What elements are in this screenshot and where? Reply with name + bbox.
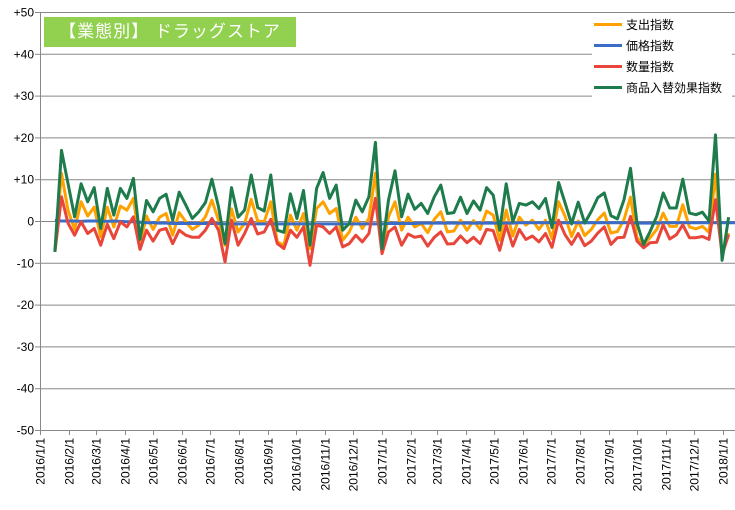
x-axis: 2016/1/1 2016/2/1 2016/3/1 2016/4/1 2016/5/1…	[34, 430, 731, 491]
y-tick-label: +10	[14, 173, 35, 187]
legend-item: 数量指数	[592, 56, 732, 77]
y-tick-label: -50	[17, 424, 35, 438]
y-tick-label: +30	[14, 89, 35, 103]
legend-label: 商品入替効果指数	[626, 81, 723, 95]
series-line-2	[53, 195, 731, 267]
x-tick-label: 2017/11/1	[660, 438, 674, 491]
legend-item: 支出指数	[592, 14, 732, 35]
x-tick-label: 2017/5/1	[488, 438, 502, 485]
legend: 支出指数価格指数数量指数商品入替効果指数	[592, 14, 732, 98]
y-tick-label: +40	[14, 47, 35, 61]
x-tick-label: 2017/8/1	[574, 438, 588, 485]
legend-item: 価格指数	[592, 35, 732, 56]
x-tick-label: 2017/9/1	[603, 438, 617, 485]
series-lines	[53, 133, 735, 267]
x-tick-label: 2016/10/1	[290, 438, 304, 492]
x-tick-label: 2016/9/1	[261, 438, 275, 485]
x-tick-label: 2016/4/1	[119, 438, 133, 485]
x-tick-label: 2017/1/1	[375, 438, 389, 485]
x-tick-label: 2016/5/1	[147, 438, 161, 485]
x-tick-label: 2016/11/1	[318, 438, 332, 491]
legend-swatch	[594, 23, 622, 26]
y-tick-label: +50	[14, 6, 35, 20]
legend-label: 数量指数	[626, 60, 675, 74]
legend-swatch	[594, 44, 622, 47]
x-tick-label: 2018/1/1	[717, 438, 731, 485]
y-tick-label: 0	[27, 215, 34, 229]
y-tick-label: -10	[17, 256, 35, 270]
y-tick-label: -20	[17, 298, 35, 312]
y-axis: +50 +40 +30 +20 +10 0 -10 -20 -30 -40 -50	[14, 6, 41, 438]
x-tick-label: 2016/8/1	[233, 438, 247, 485]
x-tick-label: 2016/12/1	[347, 438, 361, 492]
legend-label: 価格指数	[626, 39, 675, 53]
x-tick-label: 2017/7/1	[545, 438, 559, 485]
x-tick-label: 2016/1/1	[34, 438, 48, 485]
legend-item: 商品入替効果指数	[592, 77, 732, 98]
x-tick-label: 2017/3/1	[431, 438, 445, 485]
x-tick-label: 2017/12/1	[688, 438, 702, 492]
legend-swatch	[594, 65, 622, 68]
x-tick-label: 2017/4/1	[460, 438, 474, 485]
legend-swatch	[594, 86, 622, 89]
x-tick-label: 2017/2/1	[404, 438, 418, 485]
x-tick-label: 2017/10/1	[631, 438, 645, 492]
x-tick-label: 2016/7/1	[204, 438, 218, 485]
series-line-0	[53, 171, 731, 258]
x-tick-label: 2016/2/1	[62, 438, 76, 485]
x-tick-label: 2016/3/1	[90, 438, 104, 485]
x-tick-label: 2017/6/1	[517, 438, 531, 485]
legend-label: 支出指数	[626, 18, 675, 32]
y-tick-label: +20	[14, 131, 35, 145]
x-tick-label: 2016/6/1	[176, 438, 190, 485]
y-tick-label: -30	[17, 340, 35, 354]
chart-title: 【業態別】 ドラッグストア	[44, 17, 296, 47]
series-line-3	[53, 133, 731, 262]
y-tick-label: -40	[17, 382, 35, 396]
